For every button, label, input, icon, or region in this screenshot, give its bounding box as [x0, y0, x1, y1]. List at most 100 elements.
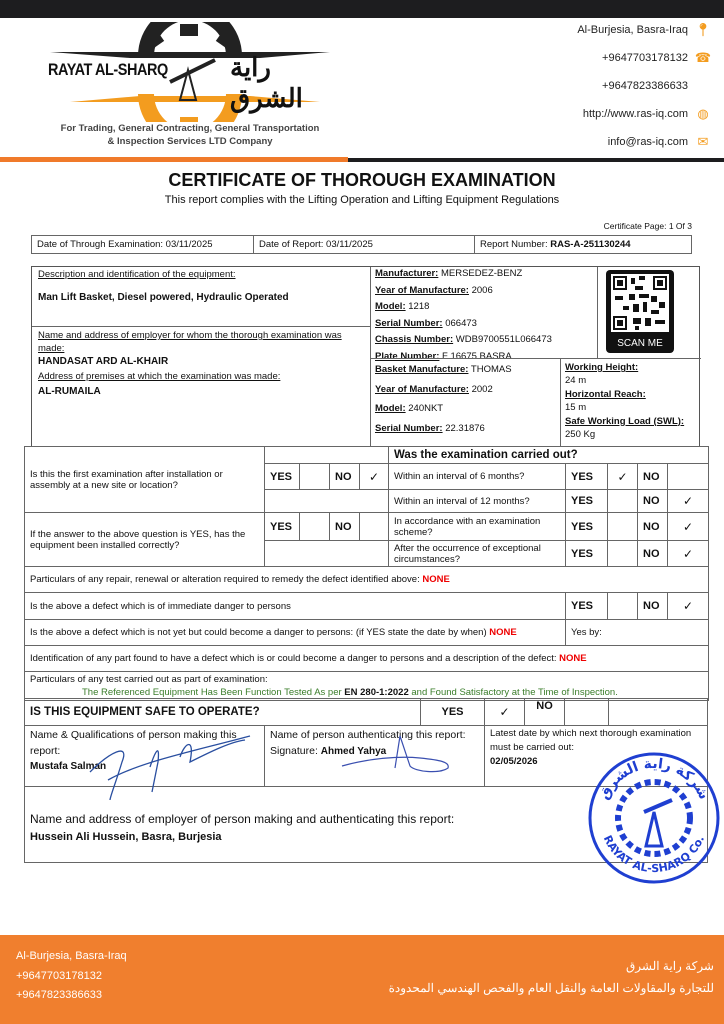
divider-dark — [348, 158, 724, 162]
no-label: NO — [637, 463, 668, 490]
employer-auth-label: Name and address of employer of person m… — [30, 812, 455, 826]
no-label: NO — [524, 698, 565, 726]
interval-12-yes-box[interactable] — [607, 489, 638, 513]
exceptional-no-check[interactable]: ✓ — [666, 540, 710, 567]
basket-serial-field: Serial Number: 22.31876 — [375, 419, 555, 439]
email-link[interactable]: info@ras-iq.com — [607, 136, 688, 148]
premises-label: Address of premises at which the examina… — [38, 371, 281, 382]
plate-field: Plate Number: F 16675 BASRA — [375, 349, 595, 366]
q1-no-check[interactable]: ✓ — [359, 463, 389, 490]
qr-code[interactable]: SCAN ME — [606, 270, 674, 353]
description-label: Description and identification of the eq… — [38, 269, 236, 280]
phone-icon: ☎ — [694, 50, 712, 65]
footer-company-ar: شركة راية الشرق — [625, 959, 714, 973]
next-exam-label: Latest date by which next thorough exami… — [490, 728, 692, 753]
logo-name-en: RAYAT AL-SHARQ — [48, 60, 168, 79]
divider-orange — [0, 157, 348, 162]
employer-label: Name and address of employer for whom th… — [38, 330, 342, 354]
tests-label: Particulars of any test carried out as p… — [30, 674, 268, 685]
website-link[interactable]: http://www.ras-iq.com — [582, 108, 688, 120]
field-label: Basket Manufacture: — [375, 364, 469, 375]
model-field: Model: 1218 — [375, 299, 595, 316]
field-label: Year of Manufacture: — [375, 383, 469, 395]
exceptional-circumstances: After the occurrence of exceptional circ… — [388, 540, 566, 567]
interval-12-months: Within an interval of 12 months? — [388, 489, 566, 513]
q1-yes-box[interactable] — [299, 463, 330, 490]
exam-date: Date of Through Examination: 03/11/2025 — [31, 235, 254, 254]
qr-label: SCAN ME — [617, 338, 663, 349]
field-label: Model: — [375, 403, 406, 414]
safe-yes-check[interactable]: ✓ — [484, 698, 525, 726]
scheme-no-check[interactable]: ✓ — [666, 512, 710, 541]
first-exam-question: Is this the first examination after inst… — [24, 446, 265, 513]
yes-label: YES — [565, 592, 608, 620]
certificate-page: Certificate Page: 1 Of 3 — [603, 221, 692, 231]
logo-name-ar: راية الشرق — [230, 52, 303, 113]
maker-signature — [89, 735, 251, 801]
yes-label: YES — [565, 463, 608, 490]
interval-6-months: Within an interval of 6 months? — [388, 463, 566, 490]
contact-address: Al-Burjesia, Basra-Iraq 📍︎ — [577, 22, 712, 37]
equipment-section: Description and identification of the eq… — [31, 266, 701, 447]
immediate-danger-label: Is the above a defect which is of immedi… — [24, 592, 566, 620]
safe-to-operate-row: IS THIS EQUIPMENT SAFE TO OPERATE? YES ✓… — [24, 698, 708, 726]
basket-model-field: Model: 240NKT — [375, 399, 555, 419]
auth-label: Name of person authenticating this repor… — [270, 729, 466, 741]
swl-label: Safe Working Load (SWL): — [565, 415, 685, 427]
q2-yes-box[interactable] — [299, 512, 330, 541]
interval-6-yes-check[interactable]: ✓ — [607, 463, 638, 490]
company-logo: RAYAT AL-SHARQ راية الشرق For Trading, G… — [30, 4, 350, 154]
yes-by-field[interactable]: Yes by: — [564, 619, 710, 646]
contact-phone-1: +9647703178132 ☎ — [602, 50, 712, 65]
globe-icon: ◍ — [697, 106, 709, 121]
tests-standard: EN 280-1:2022 — [344, 687, 409, 698]
employer-auth-value: Hussein Ali Hussein, Basra, Burjesia — [30, 831, 222, 843]
spacer — [696, 79, 710, 93]
premises-value: AL-RUMAILA — [38, 386, 101, 397]
field-value: F 16675 BASRA — [439, 350, 512, 362]
contact-phone-2: +9647823386633 — [602, 79, 710, 93]
contact-email[interactable]: info@ras-iq.com ✉ — [607, 134, 710, 149]
vehicle-details: Manufacturer: MERSEDEZ-BENZ Year of Manu… — [375, 266, 595, 365]
swl-value: 250 Kg — [565, 429, 596, 441]
contact-text: +9647703178132 — [602, 52, 688, 64]
contact-text: +9647823386633 — [602, 80, 688, 92]
footer-tagline-ar: للتجارة والمقاولات العامة والنقل العام و… — [388, 981, 714, 995]
field-value: 1218 — [405, 301, 430, 312]
scheme-yes-box[interactable] — [607, 512, 638, 541]
immediate-no-check[interactable]: ✓ — [666, 592, 710, 620]
basket-details: Basket Manufacture: THOMAS Year of Manuf… — [375, 360, 555, 438]
next-exam-date: 02/05/2026 — [490, 756, 538, 767]
manufacturer-field: Manufacturer: MERSEDEZ-BENZ — [375, 266, 595, 283]
not-yet-value: NONE — [489, 627, 517, 638]
no-label: NO — [329, 463, 360, 490]
interval-12-no-check[interactable]: ✓ — [666, 489, 710, 513]
field-value: WDB9700551L066473 — [453, 334, 552, 345]
footer: Al-Burjesia, Basra-Iraq +9647703178132 +… — [0, 935, 724, 1024]
contact-website[interactable]: http://www.ras-iq.com ◍ — [582, 106, 710, 121]
spec-details: Working Height: 24 m Horizontal Reach: 1… — [565, 361, 699, 441]
yes-label: YES — [264, 512, 300, 541]
immediate-yes-box[interactable] — [607, 592, 638, 620]
ident-label: Identification of any part found to have… — [30, 653, 560, 664]
maker-name: Mustafa Salman — [30, 761, 107, 772]
yes-label: YES — [420, 698, 485, 726]
field-label: Serial Number: — [375, 422, 443, 434]
exceptional-yes-box[interactable] — [607, 540, 638, 567]
safe-no-box[interactable] — [564, 698, 609, 726]
q2-no-box[interactable] — [359, 512, 389, 541]
location-pin-icon: 📍︎ — [694, 22, 712, 37]
top-bar — [0, 0, 724, 18]
chassis-field: Chassis Number: WDB9700551L066473 — [375, 332, 595, 349]
yes-label: YES — [264, 463, 300, 490]
qr-code-icon — [611, 274, 669, 332]
not-yet-label: Is the above a defect which is not yet b… — [30, 627, 490, 638]
field-value: THOMAS — [468, 364, 512, 375]
maker-label: Name & Qualifications of person making t… — [30, 729, 237, 757]
not-yet-danger-row: Is the above a defect which is not yet b… — [24, 619, 566, 646]
interval-6-no-box[interactable] — [666, 463, 710, 490]
repair-value: NONE — [422, 574, 450, 585]
footer-address: Al-Burjesia, Basra-Iraq — [16, 950, 127, 962]
no-label: NO — [637, 512, 668, 541]
horizontal-reach-label: Horizontal Reach: — [565, 388, 646, 400]
